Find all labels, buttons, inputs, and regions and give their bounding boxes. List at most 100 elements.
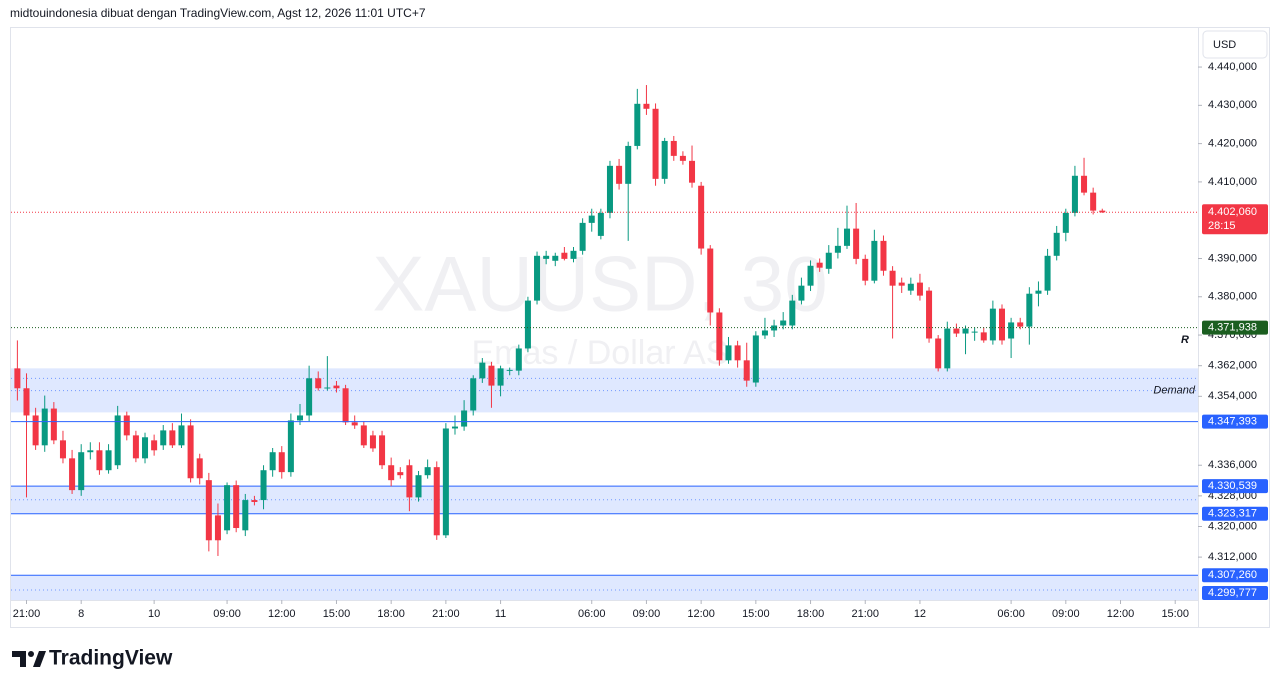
candle-body [278,452,285,473]
candle-body [14,368,21,389]
y-tick-label: 4.440,000 [1208,61,1257,73]
candle-body [242,500,249,531]
candle-body [871,240,878,281]
candle-body [606,165,613,213]
candle-body [761,330,768,336]
candle-body [369,435,376,449]
candle-body [926,290,933,339]
candle-body [251,500,258,502]
price-label-box [1202,506,1268,521]
candle-body [534,255,541,301]
symbol-watermark: XAUUSD, 30 [372,240,827,328]
candle-body [515,348,522,371]
candle-body [315,378,322,389]
candle-body [260,470,267,501]
candle-body [734,345,741,361]
candle-body [843,228,851,246]
candle-body [187,425,194,479]
candle-body [780,320,787,326]
candle-body [397,472,404,476]
candle-body [807,265,814,286]
candle-body [132,435,139,459]
candle-body [461,410,468,427]
candle-body [424,467,431,476]
candle-body [50,408,57,441]
candle-body [59,440,66,459]
candle-body [752,335,759,383]
price-label: 4.299,777 [1208,587,1257,599]
candle-body [1026,293,1033,327]
candle-body [743,360,750,381]
candle-body [916,282,923,296]
x-tick-label: 09:00 [213,608,241,620]
candle-body [962,328,969,334]
candle-body [178,425,185,446]
candle-body [862,258,869,281]
candle-body [652,108,659,179]
candle-body [142,437,149,459]
candle-body [853,228,860,259]
candle-body [679,155,686,161]
price-label: 4.371,938 [1208,322,1257,334]
candle-body [151,440,158,451]
candle-body [433,467,440,536]
candle-body [1071,175,1078,213]
candle-body [524,300,531,349]
candle-body [707,248,714,313]
x-tick-label: 12:00 [268,608,296,620]
candle-body [415,475,422,498]
candle-body [506,369,513,371]
logo-icon [12,651,26,667]
candle-body [543,255,550,259]
x-tick-label: 8 [78,608,84,620]
candle-body [588,215,595,223]
x-tick-label: 18:00 [377,608,405,620]
candle-body [898,282,905,286]
candle-body [889,270,896,286]
logo-icon-slash [33,651,46,667]
candle-body [406,465,413,498]
x-tick-label: 12:00 [687,608,715,620]
currency-label: USD [1213,39,1236,51]
x-tick-label: 15:00 [1161,608,1189,620]
candle-body [1044,255,1051,291]
currency-button[interactable] [1202,30,1268,59]
candle-body [689,160,696,183]
candle-body [944,328,951,369]
candle-body [935,338,942,369]
logo: TradingView [12,647,173,670]
candle-body [87,450,94,453]
candle-body [470,378,477,411]
candle-body [798,285,805,301]
zone [11,368,1198,413]
candle-body [114,415,121,466]
candle-body [579,222,586,251]
candle-body [880,240,887,271]
annotation: R [1181,334,1189,346]
y-tick-label: 4.430,000 [1208,99,1257,111]
candle-body [1090,192,1097,211]
candle-body [552,255,559,261]
plot-area [11,85,1198,600]
x-tick-label: 09:00 [633,608,661,620]
candle-body [1099,210,1106,213]
x-tick-label: 12:00 [1107,608,1135,620]
candle-body [451,426,458,429]
price-label-box [1202,479,1268,494]
price-label: 4.402,060 [1208,206,1257,218]
logo-text: TradingView [49,647,173,670]
candle-body [625,145,632,184]
candle-body [643,103,650,109]
candle-body [96,450,103,471]
candle-body [324,387,331,389]
candle-body [1062,212,1069,233]
candle-body [78,452,85,491]
countdown-label: 28:15 [1208,220,1236,232]
candle-body [1081,175,1088,193]
candle-body [825,252,832,269]
x-tick-label: 06:00 [997,608,1025,620]
candle-body [442,428,449,536]
y-tick-label: 4.410,000 [1208,176,1257,188]
